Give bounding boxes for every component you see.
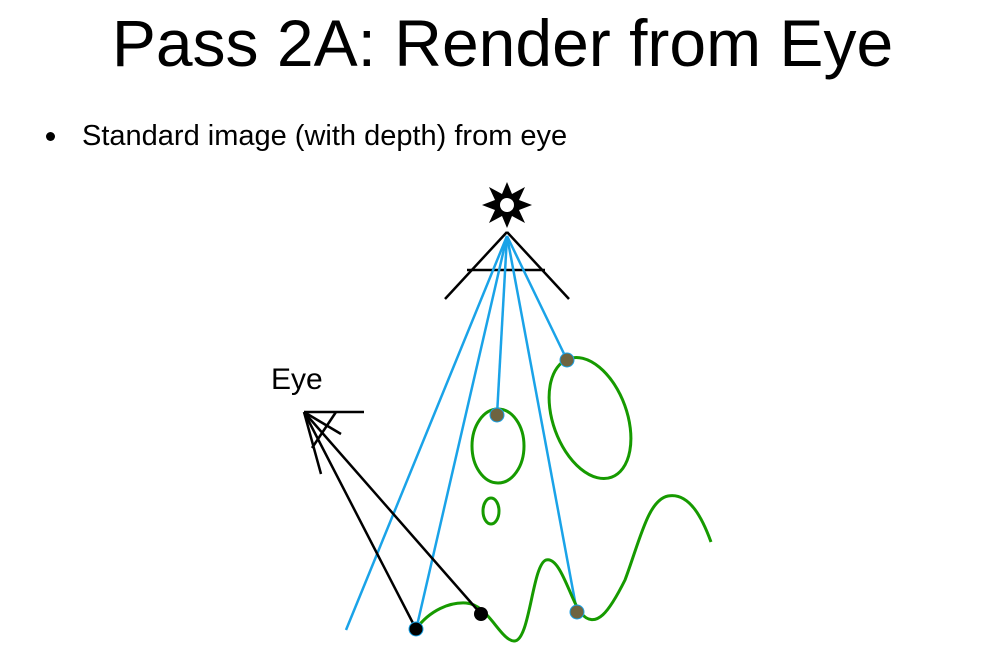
ground-curve bbox=[414, 494, 713, 643]
light-ray bbox=[505, 235, 569, 361]
light-ray bbox=[505, 235, 579, 613]
slide-title: Pass 2A: Render from Eye bbox=[111, 6, 894, 80]
light-center bbox=[500, 198, 514, 212]
bullet-text: Standard image (with depth) from eye bbox=[82, 120, 568, 152]
light-frustum-right-edge bbox=[506, 231, 570, 300]
light-sample-point bbox=[569, 604, 585, 620]
scene-geometry bbox=[414, 355, 713, 643]
eye-label: Eye bbox=[271, 363, 323, 396]
bullet-list: Standard image (with depth) from eye bbox=[46, 116, 567, 156]
eye-sample-points bbox=[408, 607, 488, 637]
light-frustum-left-edge bbox=[444, 231, 508, 300]
bullet-dot bbox=[46, 132, 55, 141]
eye-frustum-edge bbox=[302, 411, 323, 475]
light-sample-point bbox=[489, 407, 505, 423]
light-ray bbox=[495, 235, 509, 416]
eye-sample-point bbox=[474, 607, 488, 621]
eye-frustum-edge bbox=[310, 411, 338, 449]
eye-frustum-edge bbox=[303, 410, 342, 436]
light-sample-points bbox=[489, 352, 585, 620]
light-source-icon bbox=[482, 182, 532, 228]
eye-ray bbox=[303, 411, 482, 615]
tiny-ellipse bbox=[481, 496, 501, 526]
light-rays bbox=[344, 235, 579, 631]
eye-rays bbox=[302, 411, 482, 630]
eye-frustum bbox=[302, 410, 364, 475]
light-ray bbox=[344, 235, 509, 631]
eye-ray bbox=[302, 411, 418, 630]
light-ray bbox=[414, 235, 509, 631]
light-sample-point bbox=[559, 352, 575, 368]
bullet-item: Standard image (with depth) from eye bbox=[46, 116, 567, 156]
eye-sample-point bbox=[408, 621, 424, 637]
